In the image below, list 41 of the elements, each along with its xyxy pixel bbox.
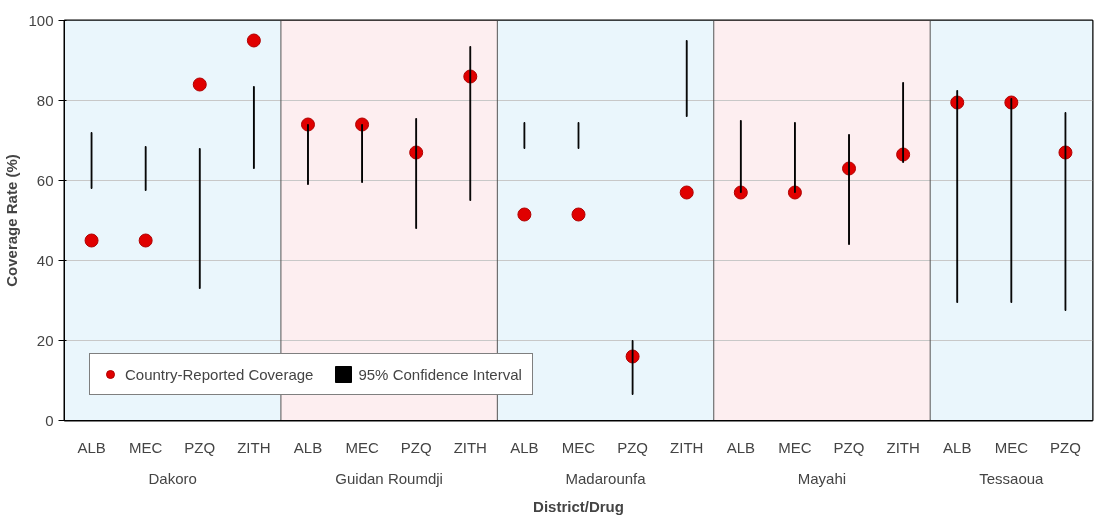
y-tick-label: 60 [36,171,54,189]
point [84,233,99,248]
x-tick-label: ZITH [453,438,487,456]
x-tick-label: ALB [293,438,323,456]
x-tick-label: PZQ [833,438,865,456]
text: Guidan Roumdji [335,469,443,487]
x-tick-label: MEC [345,438,379,456]
x-tick-label: PZQ [1050,438,1081,456]
point [517,207,532,222]
point [571,207,586,222]
x-tick-label: ALB [510,438,539,456]
y-tick-label: 40 [36,251,54,269]
x-tick-label: ZITH [237,438,271,456]
x-tick-label: PZQ [184,438,216,456]
point [246,33,261,48]
x-tick-label: MEC [994,438,1029,456]
y-tick-label: 100 [28,11,54,29]
text: Dakoro [148,469,197,487]
legend-label: 95% Confidence Interval [358,365,522,383]
x-tick-label: ALB [726,438,755,456]
x-tick-label: ZITH [670,438,704,456]
point [138,233,153,248]
point [192,77,207,92]
x-tick-label: MEC [561,438,596,456]
y-axis-title: Coverage Rate (%) [3,154,21,287]
y-tick-label: 0 [45,411,54,429]
text: Madarounfa [565,469,647,487]
x-axis-title: District/Drug [533,497,624,515]
point [679,185,694,200]
legend-label: Country-Reported Coverage [125,365,314,383]
y-tick-label: 20 [36,331,54,349]
x-tick-label: PZQ [617,438,649,456]
x-tick-label: ALB [943,438,972,456]
x-tick-label: PZQ [400,438,432,456]
x-tick-label: ZITH [886,438,920,456]
text: Tessaoua [979,469,1045,487]
x-tick-label: MEC [778,438,812,456]
text: Mayahi [797,469,847,487]
x-tick-label: ALB [77,438,106,456]
x-tick-label: MEC [128,438,163,456]
y-tick-label: 80 [36,91,54,109]
